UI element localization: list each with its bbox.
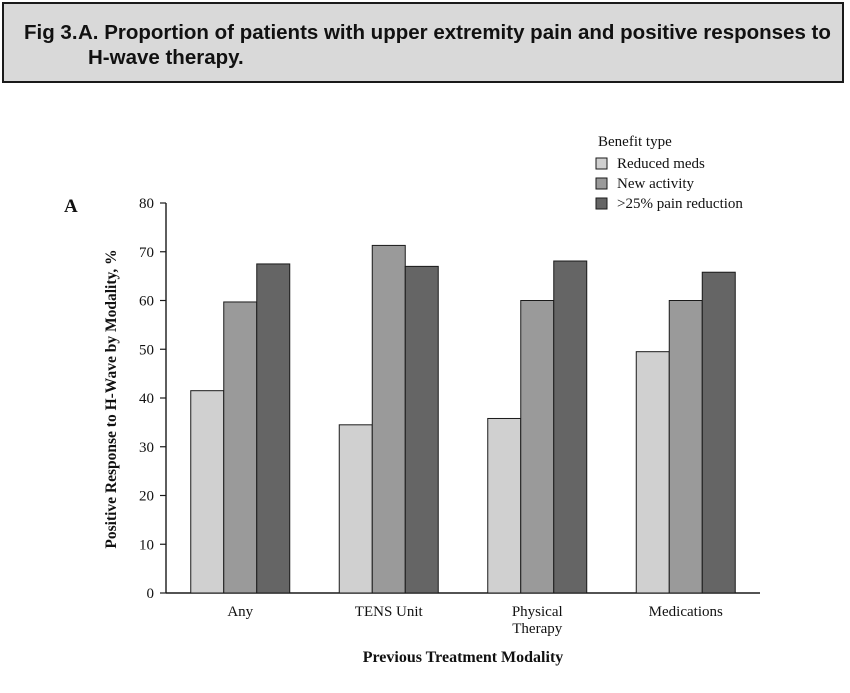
bar [404,265,439,594]
bar [635,351,670,594]
y-tick-label: 20 [139,489,154,505]
legend-swatch [595,157,608,170]
figure-title-line1: A. Proportion of patients with upper ext… [78,21,831,44]
figure-caption-box: Fig 3.A. Proportion of patients with upp… [2,2,844,83]
panel-label: A [64,196,78,217]
figure-label: Fig 3. [24,21,78,44]
legend-swatch [595,197,608,210]
y-tick-label: 70 [139,245,154,261]
bar [371,244,406,594]
y-tick-label: 80 [139,196,154,212]
x-tick-label: Therapy [512,621,562,637]
bar [338,424,373,594]
y-tick-label: 0 [147,586,155,602]
legend-label: >25% pain reduction [617,196,743,212]
legend: Benefit type Reduced meds New activity >25%… [595,134,743,212]
x-axis-label: Previous Treatment Modality [363,649,564,666]
bar [256,263,291,594]
x-tick-label: TENS Unit [355,604,424,620]
legend-title: Benefit type [598,134,672,150]
x-tick-label: Medications [649,604,723,620]
bars [190,244,736,594]
y-axis-label: Positive Response to H-Wave by Modality,… [103,249,120,548]
bar [223,301,258,594]
bar [701,271,736,594]
y-tick-label: 50 [139,342,154,358]
bar [520,300,555,594]
y-axis: 0 10 20 30 40 50 60 70 80 [139,196,167,602]
y-tick-label: 10 [139,537,154,553]
legend-label: Reduced meds [617,156,705,172]
y-tick-label: 60 [139,294,154,310]
x-tick-label: Any [227,604,253,620]
bar [553,260,588,594]
bar [190,390,225,594]
legend-swatch [595,177,608,190]
x-tick-label: Physical [512,604,563,620]
bar [487,417,522,594]
y-tick-label: 30 [139,440,154,456]
y-tick-label: 40 [139,391,154,407]
figure-title-line2: H-wave therapy. [88,46,244,69]
bar [668,300,703,594]
legend-label: New activity [617,176,695,192]
figure-caption: Fig 3.A. Proportion of patients with upp… [24,20,834,70]
